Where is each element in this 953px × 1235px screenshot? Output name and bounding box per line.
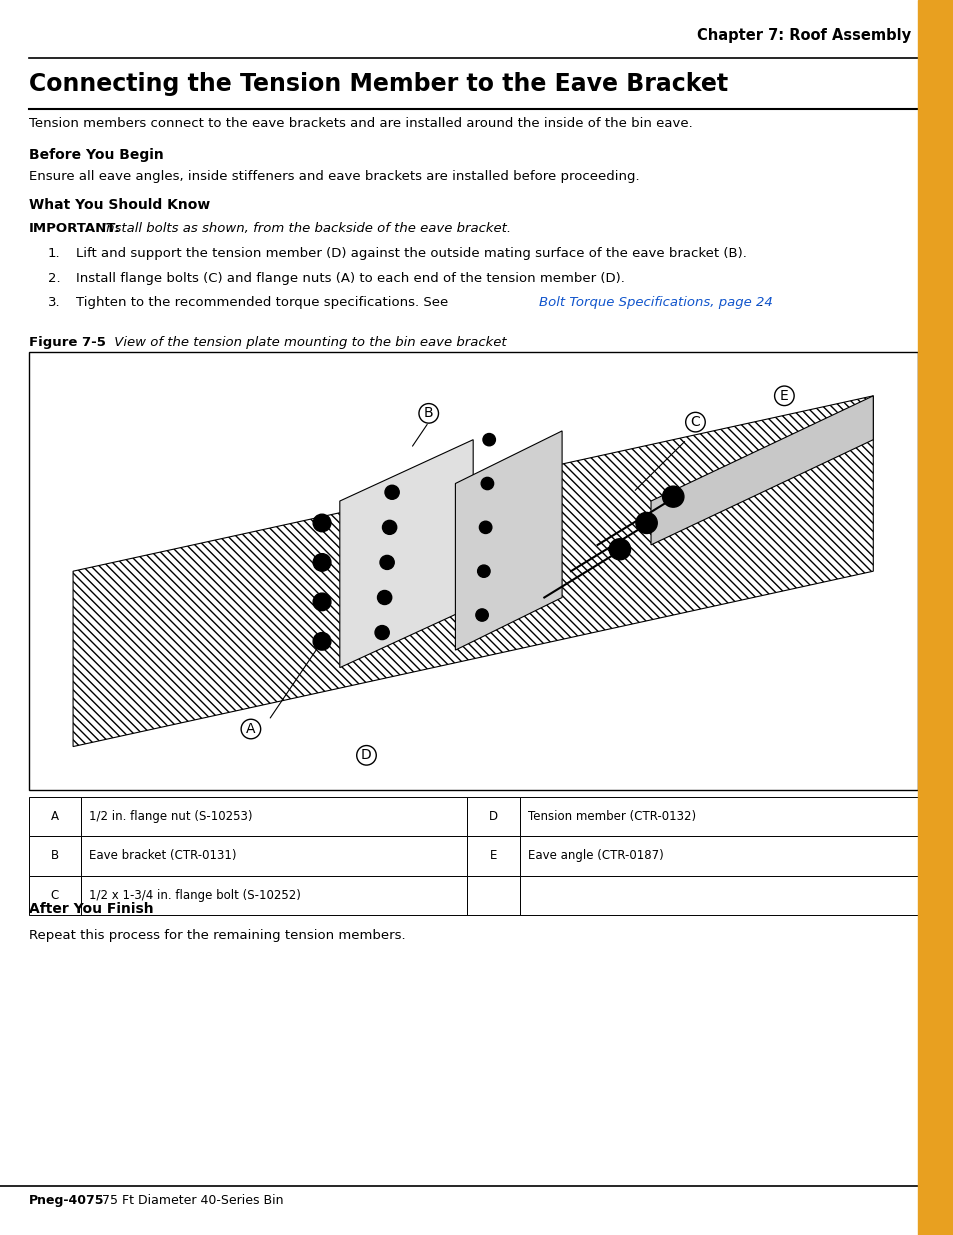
Bar: [81, 876, 467, 915]
Text: Before You Begin: Before You Begin: [29, 148, 163, 162]
Text: Tighten to the recommended torque specifications. See: Tighten to the recommended torque specif…: [76, 296, 453, 310]
Circle shape: [609, 538, 630, 559]
Circle shape: [382, 520, 396, 535]
Text: IMPORTANT:: IMPORTANT:: [29, 222, 120, 236]
Bar: [29, 352, 917, 790]
Text: 1.: 1.: [48, 247, 60, 261]
Polygon shape: [650, 396, 872, 545]
Circle shape: [377, 590, 392, 604]
Circle shape: [662, 487, 683, 508]
Circle shape: [379, 556, 394, 569]
Text: 73: 73: [922, 1194, 943, 1209]
Polygon shape: [339, 440, 473, 668]
Text: Eave angle (CTR-0187): Eave angle (CTR-0187): [527, 850, 662, 862]
Circle shape: [313, 593, 331, 610]
Text: What You Should Know: What You Should Know: [29, 198, 210, 211]
Bar: [467, 836, 519, 876]
Bar: [519, 836, 917, 876]
Text: Chapter 7: Roof Assembly: Chapter 7: Roof Assembly: [697, 28, 910, 43]
Circle shape: [313, 553, 331, 571]
Text: Lift and support the tension member (D) against the outside mating surface of th: Lift and support the tension member (D) …: [76, 247, 746, 261]
Bar: [29, 836, 81, 876]
Circle shape: [313, 632, 331, 650]
Text: A: A: [246, 722, 255, 736]
Bar: [917, 0, 953, 1235]
Circle shape: [476, 609, 488, 621]
Bar: [81, 836, 467, 876]
Text: C: C: [51, 889, 59, 902]
Text: After You Finish: After You Finish: [29, 902, 153, 915]
Text: 3.: 3.: [48, 296, 60, 310]
Text: Ensure all eave angles, inside stiffeners and eave brackets are installed before: Ensure all eave angles, inside stiffener…: [29, 170, 639, 184]
Text: 1/2 x 1-3/4 in. flange bolt (S-10252): 1/2 x 1-3/4 in. flange bolt (S-10252): [89, 889, 300, 902]
Circle shape: [482, 433, 495, 446]
Text: Tension member (CTR-0132): Tension member (CTR-0132): [527, 810, 695, 823]
Text: E: E: [780, 389, 788, 403]
Bar: [519, 876, 917, 915]
Text: .: .: [758, 296, 761, 310]
Text: Install bolts as shown, from the backside of the eave bracket.: Install bolts as shown, from the backsid…: [98, 222, 511, 236]
Text: D: D: [489, 810, 497, 823]
Text: Eave bracket (CTR-0131): Eave bracket (CTR-0131): [89, 850, 236, 862]
Text: Install flange bolts (C) and flange nuts (A) to each end of the tension member (: Install flange bolts (C) and flange nuts…: [76, 272, 624, 285]
Circle shape: [313, 514, 331, 532]
Bar: [519, 797, 917, 836]
Bar: [29, 797, 81, 836]
Circle shape: [480, 478, 493, 489]
Bar: [467, 797, 519, 836]
Text: Pneg-4075: Pneg-4075: [29, 1194, 104, 1208]
Text: Bolt Torque Specifications, page 24: Bolt Torque Specifications, page 24: [538, 296, 772, 310]
Circle shape: [385, 485, 398, 499]
Circle shape: [479, 521, 492, 534]
Text: B: B: [423, 406, 433, 420]
Text: 1/2 in. flange nut (S-10253): 1/2 in. flange nut (S-10253): [89, 810, 252, 823]
Circle shape: [375, 626, 389, 640]
Text: 2.: 2.: [48, 272, 60, 285]
Bar: [29, 876, 81, 915]
Circle shape: [477, 566, 490, 577]
Polygon shape: [455, 431, 561, 650]
Text: A: A: [51, 810, 59, 823]
Text: Tension members connect to the eave brackets and are installed around the inside: Tension members connect to the eave brac…: [29, 117, 692, 131]
Polygon shape: [73, 396, 872, 746]
Text: Figure 7-5: Figure 7-5: [29, 336, 106, 350]
Bar: [467, 876, 519, 915]
Text: 75 Ft Diameter 40-Series Bin: 75 Ft Diameter 40-Series Bin: [98, 1194, 283, 1208]
Text: View of the tension plate mounting to the bin eave bracket: View of the tension plate mounting to th…: [110, 336, 506, 350]
Text: Repeat this process for the remaining tension members.: Repeat this process for the remaining te…: [29, 929, 405, 942]
Text: C: C: [690, 415, 700, 429]
Text: Connecting the Tension Member to the Eave Bracket: Connecting the Tension Member to the Eav…: [29, 72, 727, 95]
Circle shape: [636, 513, 657, 534]
Text: B: B: [51, 850, 59, 862]
Text: E: E: [490, 850, 497, 862]
Bar: [81, 797, 467, 836]
Text: D: D: [361, 748, 372, 762]
